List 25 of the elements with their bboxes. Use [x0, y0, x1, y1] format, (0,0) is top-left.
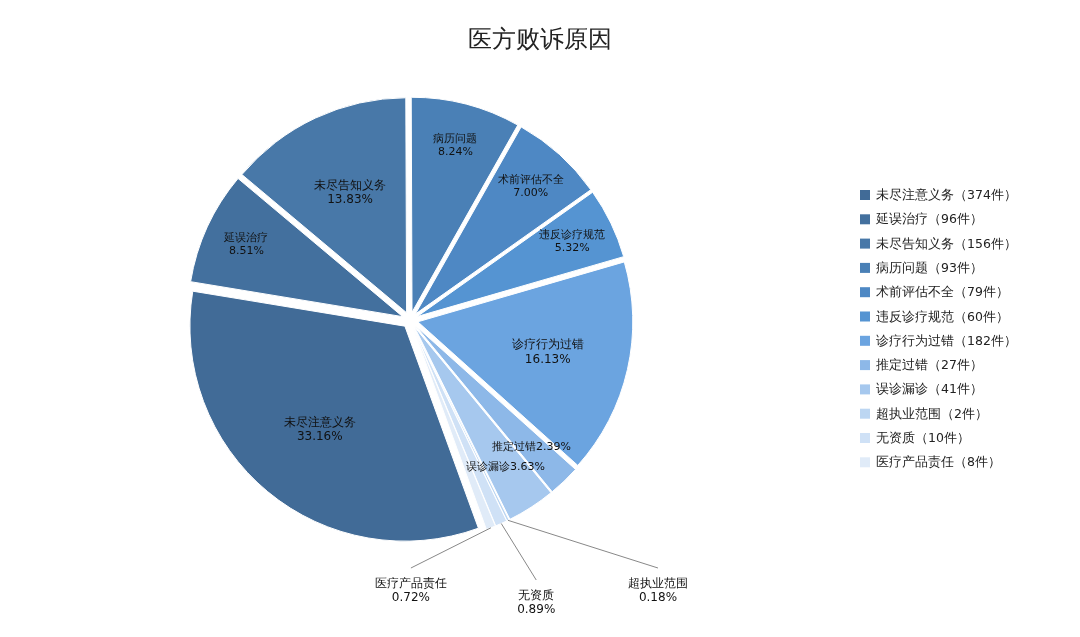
data-label: 延误治疗 8.51% [223, 231, 269, 258]
legend-label: 延误治疗（96件） [875, 210, 983, 226]
legend-label: 超执业范围（2件） [876, 405, 988, 421]
legend-label: 未尽注意义务（374件） [876, 186, 1017, 202]
legend-label: 误诊漏诊（41件） [876, 380, 983, 396]
data-label: 误诊漏诊3.63% [466, 460, 545, 474]
legend-label: 医疗产品责任（8件） [876, 453, 1001, 469]
data-label: 医疗产品责任 0.72% [374, 575, 447, 604]
legend-label: 违反诊疗规范（60件） [876, 308, 1009, 323]
legend-label: 推定过错（27件） [876, 356, 983, 372]
data-label: 无资质 0.89% [517, 587, 556, 616]
data-label: 病历问题 8.24% [433, 132, 478, 159]
legend-label: 病历问题（93件） [876, 259, 983, 275]
data-label: 术前评估不全 7.00% [497, 172, 564, 199]
legend-label: 未尽告知义务（156件） [876, 235, 1017, 251]
data-label: 违反诊疗规范 5.32% [539, 228, 606, 255]
legend-label: 诊疗行为过错（182件） [876, 332, 1017, 348]
chart-title: 医方败诉原因 [468, 25, 612, 53]
data-label: 未尽注意义务 33.16% [283, 414, 356, 443]
data-label: 超执业范围 0.18% [627, 575, 688, 604]
legend-label: 无资质（10件） [876, 429, 970, 445]
legend-label: 术前评估不全（79件） [876, 283, 1009, 299]
data-label: 诊疗行为过错 16.13% [511, 336, 584, 366]
data-label: 推定过错2.39% [492, 439, 572, 453]
data-label: 未尽告知义务 13.83% [314, 177, 387, 206]
